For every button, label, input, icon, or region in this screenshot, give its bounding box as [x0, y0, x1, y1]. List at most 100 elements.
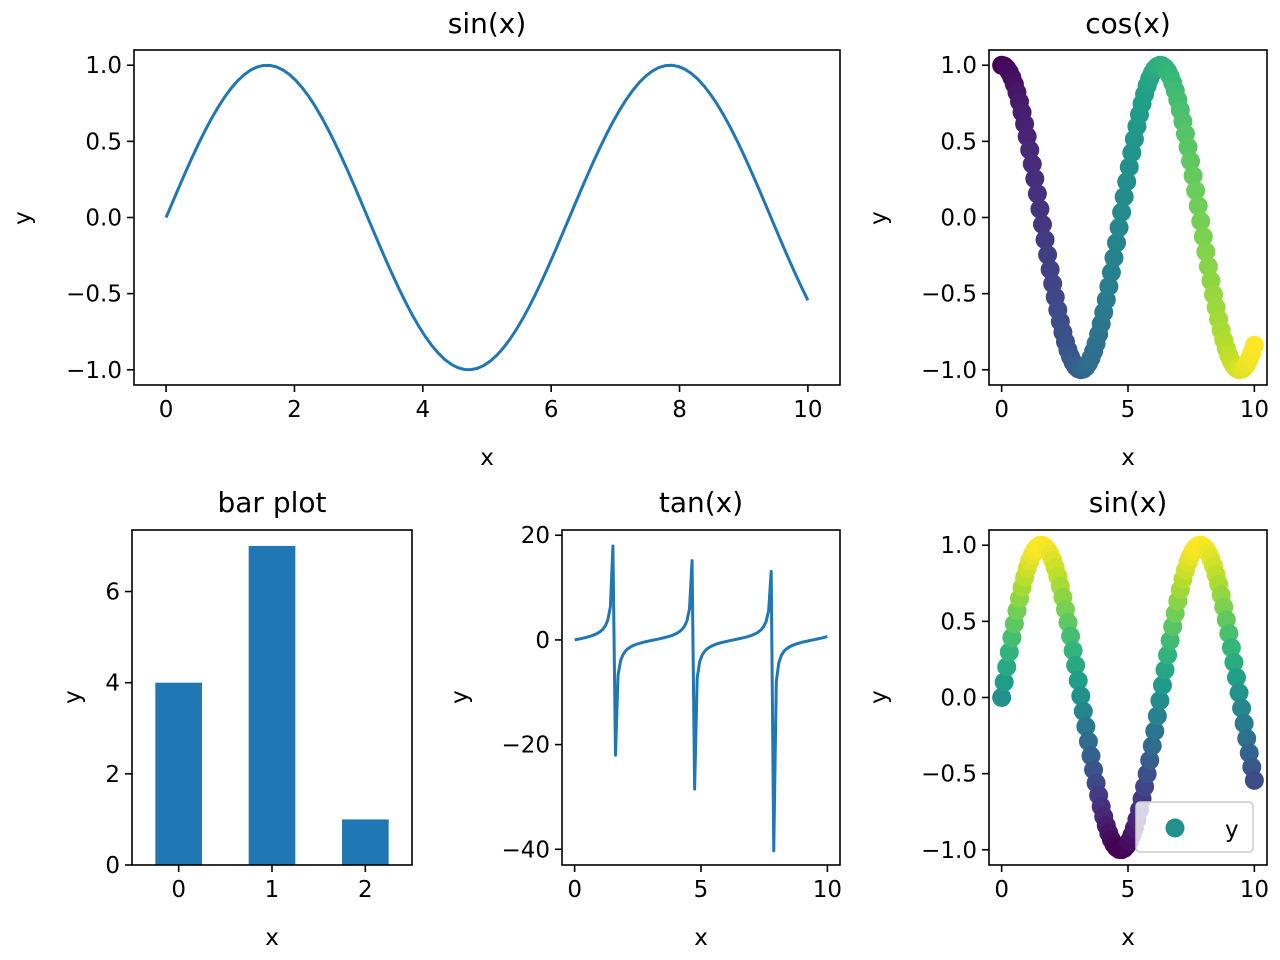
scatter-point	[1237, 728, 1257, 748]
bar-0	[155, 682, 202, 865]
scatter-point	[994, 672, 1014, 692]
panel-bar-plot-title: bar plot	[217, 486, 326, 519]
panel-bar-plot-xlabel: x	[265, 925, 279, 951]
scatter-point	[1119, 157, 1139, 177]
x-tick-label: 10	[793, 397, 822, 423]
x-tick-label: 2	[358, 877, 373, 903]
scatter-point	[1063, 641, 1083, 661]
series-line-sin	[164, 63, 810, 372]
y-tick-label: −40	[501, 837, 550, 863]
x-tick-label: 5	[1121, 877, 1136, 903]
panel-sin-line-title: sin(x)	[448, 7, 527, 40]
panel-cos-scatter-ylabel: y	[866, 211, 892, 225]
scatter-point	[1020, 140, 1040, 160]
x-tick-label: 2	[287, 397, 302, 423]
bar-2	[342, 819, 389, 865]
y-tick-label: −1.0	[66, 358, 122, 384]
scatter-point	[1032, 214, 1052, 234]
scatter-point	[1147, 706, 1167, 726]
scatter-point	[1061, 626, 1081, 646]
scatter-point	[1191, 211, 1211, 231]
scatter-point	[1193, 227, 1213, 247]
panel-tan-line-plot-area	[574, 544, 828, 853]
panel-tan-line-title: tan(x)	[659, 486, 743, 519]
y-tick-label: 0.0	[85, 206, 122, 232]
y-tick-label: 6	[105, 580, 120, 606]
y-tick-label: 1.0	[85, 53, 122, 79]
y-tick-label: −0.5	[921, 282, 977, 308]
panel-sin-line-plot-area	[164, 63, 810, 372]
panel-sin-scatter-ylabel: y	[866, 690, 892, 704]
panel-sin-line-ylabel: y	[10, 211, 36, 225]
scatter-point	[1107, 233, 1127, 253]
scatter-point	[1073, 701, 1093, 721]
scatter-point	[1076, 717, 1096, 737]
y-tick-label: 0	[535, 628, 550, 654]
scatter-point	[1152, 675, 1172, 695]
scatter-point	[1145, 721, 1165, 741]
scatter-point	[1104, 248, 1124, 268]
x-tick-label: 5	[694, 877, 709, 903]
panel-sin-scatter: sin(x) x y 0 5 10 1.0 0.5 0.0 −0.5 −1.0 y	[866, 486, 1269, 951]
y-tick-label: −1.0	[921, 838, 977, 864]
x-tick-label: 10	[1240, 397, 1269, 423]
scatter-point	[1239, 743, 1259, 763]
scatter-point	[1224, 652, 1244, 672]
panel-cos-scatter-xlabel: x	[1121, 445, 1135, 471]
y-tick-label: −0.5	[66, 282, 122, 308]
scatter-point	[1155, 660, 1175, 680]
scatter-point	[1158, 645, 1178, 665]
y-tick-label: −20	[501, 733, 550, 759]
scatter-point	[1196, 242, 1216, 262]
x-tick-label: 0	[159, 397, 174, 423]
scatter-point	[1229, 683, 1249, 703]
y-tick-label: 0.5	[940, 609, 977, 635]
y-tick-label: 20	[521, 523, 550, 549]
panel-tan-line: tan(x) x y 0 5 10 20 0 −20 −40	[447, 486, 842, 951]
panel-tan-line-ylabel: y	[447, 690, 473, 704]
legend-marker	[1165, 818, 1185, 838]
scatter-point	[1219, 623, 1239, 643]
bar-1	[248, 545, 296, 865]
scatter-point	[1226, 667, 1246, 687]
y-tick-label: 0.0	[940, 206, 977, 232]
scatter-point	[1198, 257, 1218, 277]
y-tick-label: 1.0	[940, 53, 977, 79]
panel-sin-scatter-xlabel: x	[1121, 925, 1135, 951]
y-tick-label: −1.0	[921, 358, 977, 384]
legend-label: y	[1225, 817, 1239, 843]
y-tick-label: 0.0	[940, 686, 977, 712]
scatter-point	[997, 657, 1017, 677]
x-tick-label: 6	[544, 397, 559, 423]
scatter-point	[1112, 202, 1132, 222]
scatter-point	[1038, 245, 1058, 265]
scatter-point	[1027, 184, 1047, 204]
scatter-point	[1071, 686, 1091, 706]
scatter-point	[1140, 750, 1160, 770]
panel-cos-scatter: cos(x) x y 0 5 10 1.0 0.5 0.0 −0.5 −1.0	[866, 7, 1269, 471]
scatter-point	[999, 642, 1019, 662]
scatter-point	[1183, 166, 1203, 186]
y-tick-label: 0.5	[940, 129, 977, 155]
x-tick-label: 10	[813, 877, 842, 903]
panel-sin-line-xlabel: x	[480, 445, 494, 471]
scatter-point	[1150, 691, 1170, 711]
scatter-point	[1234, 713, 1254, 733]
panel-bar-plot-ylabel: y	[60, 690, 86, 704]
y-tick-label: 2	[105, 762, 120, 788]
scatter-point	[1101, 262, 1121, 282]
series-line-tan	[574, 544, 828, 853]
scatter-point	[1078, 731, 1098, 751]
scatter-point	[1066, 655, 1086, 675]
legend-box	[1135, 801, 1254, 853]
scatter-point	[1109, 218, 1129, 238]
scatter-point	[1181, 151, 1201, 171]
scatter-point	[1232, 698, 1252, 718]
x-tick-label: 1	[265, 877, 280, 903]
panel-cos-scatter-plot-area	[992, 55, 1264, 380]
y-tick-label: 0	[105, 853, 120, 879]
panel-cos-scatter-title: cos(x)	[1085, 7, 1171, 40]
x-tick-label: 8	[672, 397, 687, 423]
